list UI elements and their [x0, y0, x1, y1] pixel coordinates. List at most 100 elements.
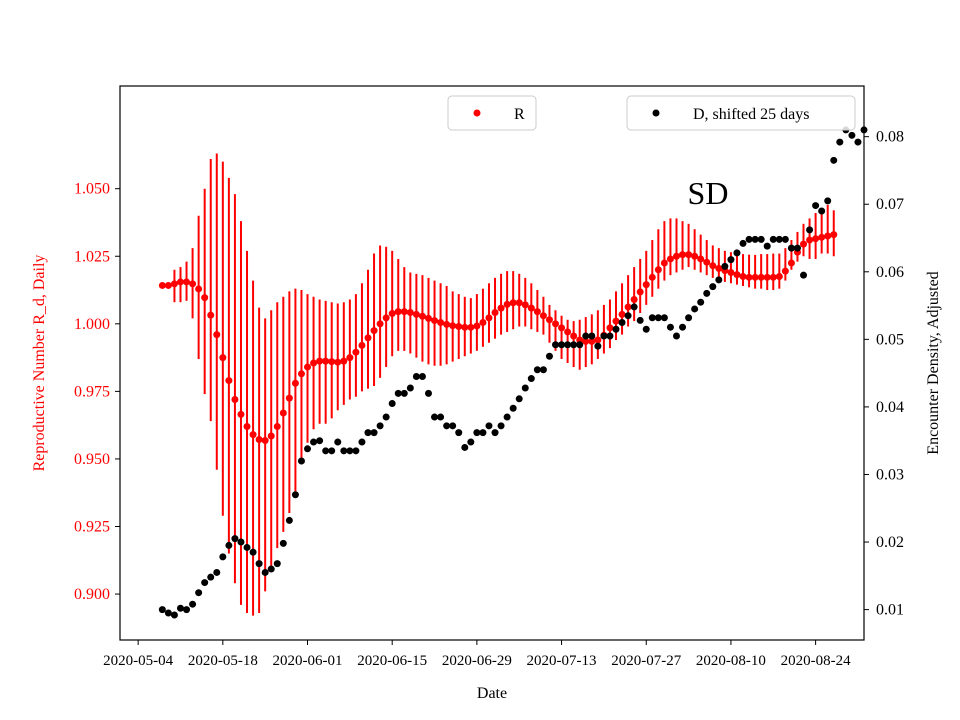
r-point: [261, 437, 269, 445]
x-tick-label: 2020-08-10: [696, 653, 766, 669]
r-point: [291, 379, 299, 387]
left-tick-label: 0.925: [74, 518, 110, 535]
r-point: [830, 231, 838, 239]
r-point: [630, 295, 638, 303]
r-point: [787, 259, 795, 267]
d-point: [479, 429, 487, 437]
r-point: [824, 232, 832, 240]
d-point: [334, 438, 342, 446]
d-point: [412, 373, 420, 381]
d-point: [709, 283, 717, 291]
r-point: [703, 258, 711, 266]
d-point: [679, 323, 687, 331]
d-point: [775, 235, 783, 243]
x-tick-label: 2020-06-29: [442, 653, 512, 669]
r-point: [170, 280, 178, 288]
left-axis: 0.900 0.925 0.950 0.975 1.000 1.025 1.050: [74, 181, 120, 603]
r-point: [539, 312, 547, 320]
r-point: [431, 317, 439, 325]
r-point: [279, 409, 287, 417]
d-point: [225, 541, 233, 549]
r-point: [691, 252, 699, 260]
d-point: [588, 332, 596, 340]
r-point: [545, 316, 553, 324]
r-point: [310, 359, 318, 367]
r-point: [552, 320, 560, 328]
d-point: [769, 235, 777, 243]
r-point: [352, 348, 360, 356]
d-point: [636, 316, 644, 324]
r-point: [818, 233, 826, 241]
r-point: [255, 435, 263, 443]
r-point: [781, 267, 789, 275]
d-point: [231, 535, 239, 543]
d-point: [255, 560, 263, 568]
r-point: [412, 310, 420, 318]
left-tick-label: 0.975: [74, 383, 110, 400]
d-point: [697, 298, 705, 306]
r-point: [316, 357, 324, 365]
r-point: [588, 337, 596, 345]
r-point: [745, 273, 753, 281]
r-point: [340, 357, 348, 365]
r-point: [570, 332, 578, 340]
right-tick-label: 0.02: [876, 534, 904, 551]
x-tick-label: 2020-06-01: [273, 653, 343, 669]
r-point: [757, 273, 765, 281]
r-point: [267, 432, 275, 440]
d-point: [358, 438, 366, 446]
d-point: [685, 314, 693, 322]
d-point: [503, 413, 511, 421]
r-point: [346, 354, 354, 362]
r-point: [449, 322, 457, 330]
r-point: [606, 324, 614, 332]
d-markers: [158, 126, 868, 619]
d-point: [630, 303, 638, 311]
right-tick-label: 0.01: [876, 602, 904, 619]
r-point: [176, 278, 184, 286]
d-point: [183, 606, 191, 614]
sd-annotation: SD: [688, 175, 729, 211]
d-point: [576, 341, 584, 349]
d-point: [297, 457, 305, 465]
d-point: [666, 323, 674, 331]
d-point: [594, 342, 602, 350]
r-point: [812, 235, 820, 243]
d-point: [467, 438, 475, 446]
d-point: [848, 131, 856, 139]
r-point: [394, 308, 402, 316]
d-point: [624, 312, 632, 320]
r-point: [527, 304, 535, 312]
d-point: [352, 447, 360, 455]
d-point: [370, 429, 378, 437]
d-point: [612, 325, 620, 333]
r-point: [763, 273, 771, 281]
d-point: [261, 568, 269, 576]
d-point: [539, 366, 547, 374]
r-point: [533, 308, 541, 316]
d-point: [757, 235, 765, 243]
x-axis-label: Date: [477, 685, 507, 702]
r-point: [648, 273, 656, 281]
d-point: [382, 413, 390, 421]
legend-d-label: D, shifted 25 days: [693, 106, 809, 123]
r-errorbars: [173, 153, 835, 616]
d-point: [836, 138, 844, 146]
r-point: [400, 308, 408, 316]
r-point: [207, 311, 215, 319]
r-point: [806, 236, 814, 244]
d-point: [249, 548, 257, 556]
legend-r-label: R: [514, 106, 525, 123]
r-point: [769, 273, 777, 281]
x-tick-label: 2020-08-24: [781, 653, 851, 669]
r-point: [558, 324, 566, 332]
d-point: [219, 553, 227, 561]
r-point: [382, 314, 390, 322]
d-point: [691, 305, 699, 313]
d-point: [812, 202, 820, 210]
d-point: [654, 314, 662, 322]
d-point: [273, 560, 281, 568]
d-point: [322, 447, 330, 455]
d-point: [830, 156, 838, 164]
